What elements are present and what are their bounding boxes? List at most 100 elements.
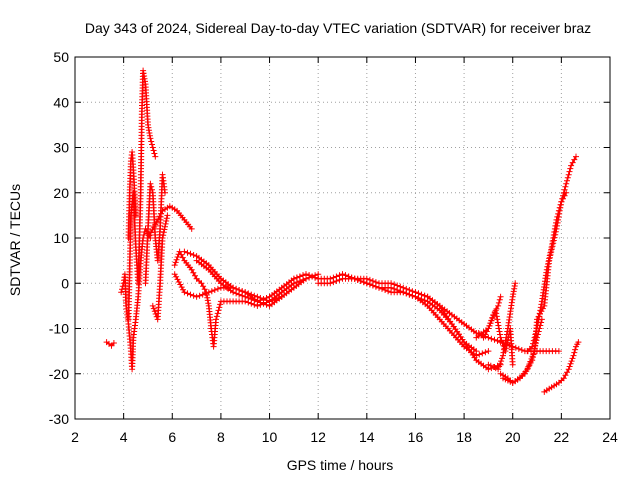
data-point	[551, 229, 558, 235]
data-point	[521, 370, 528, 377]
series-markers	[500, 316, 545, 386]
data-point	[495, 325, 502, 332]
data-point	[575, 339, 582, 346]
data-point	[188, 225, 195, 232]
data-point	[559, 195, 566, 202]
data-point	[233, 290, 240, 297]
data-point	[568, 358, 575, 365]
data-point	[421, 292, 428, 299]
data-point	[147, 180, 154, 187]
data-point	[149, 144, 156, 151]
gridlines	[75, 57, 610, 419]
data-point	[147, 135, 154, 142]
data-point	[562, 183, 569, 190]
data-point	[571, 349, 578, 356]
data-point	[564, 177, 570, 184]
data-point	[357, 278, 364, 284]
data-point	[545, 258, 552, 265]
data-point	[254, 298, 261, 305]
data-point	[555, 210, 562, 217]
data-point	[403, 290, 410, 297]
data-point	[148, 138, 155, 145]
data-point	[553, 216, 560, 223]
x-tick-label: 6	[168, 429, 176, 445]
plot-area	[103, 67, 582, 395]
data-point	[498, 358, 505, 365]
data-point	[208, 288, 215, 295]
data-point	[366, 281, 373, 288]
data-point	[263, 301, 270, 308]
data-point	[152, 221, 159, 228]
data-point	[485, 348, 492, 355]
data-point	[560, 192, 566, 199]
data-point	[162, 189, 168, 196]
y-tick-label: 10	[53, 230, 69, 246]
data-point	[545, 261, 551, 267]
data-point	[152, 153, 159, 160]
y-tick-label: 40	[53, 94, 69, 110]
data-point	[145, 235, 151, 241]
data-point	[473, 352, 480, 359]
series-markers	[149, 212, 171, 323]
data-point	[561, 186, 568, 193]
data-point	[306, 272, 313, 279]
x-tick-label: 16	[408, 429, 424, 445]
data-point	[504, 328, 511, 335]
data-point	[180, 286, 186, 293]
data-point	[495, 366, 502, 373]
data-point	[566, 168, 573, 175]
series-pass-n	[339, 271, 492, 359]
data-point	[564, 174, 571, 181]
data-point	[562, 372, 569, 379]
data-point	[172, 259, 179, 266]
data-point	[148, 183, 155, 190]
data-point	[147, 229, 154, 236]
data-point	[509, 361, 516, 368]
data-point	[409, 292, 416, 299]
data-point	[293, 274, 300, 281]
x-tick-label: 22	[554, 429, 570, 445]
data-point	[496, 363, 503, 370]
data-point	[546, 252, 553, 259]
data-point	[245, 295, 252, 301]
data-point	[351, 275, 358, 282]
data-point	[173, 273, 180, 280]
data-point	[415, 290, 422, 297]
data-point	[300, 272, 306, 279]
data-point	[488, 317, 495, 324]
data-point	[193, 293, 200, 300]
data-point	[497, 293, 504, 300]
data-point	[118, 289, 125, 296]
data-point	[482, 349, 489, 356]
y-tick-label: 0	[61, 275, 69, 291]
data-point	[214, 285, 221, 292]
series-markers	[290, 271, 504, 373]
data-point	[529, 357, 536, 364]
data-point	[162, 220, 169, 227]
series-markers	[485, 280, 519, 373]
data-point	[333, 278, 340, 284]
series-markers	[125, 149, 139, 241]
data-point	[160, 229, 167, 236]
data-point	[547, 249, 554, 256]
data-point	[495, 299, 502, 306]
data-point	[178, 284, 185, 291]
data-point	[491, 336, 498, 343]
y-tick-label: -20	[49, 366, 69, 382]
data-point	[151, 308, 158, 315]
series-pass-v	[541, 339, 582, 395]
data-point	[515, 345, 522, 352]
data-point	[213, 313, 220, 320]
data-point	[506, 314, 513, 320]
data-point	[110, 340, 117, 346]
data-point	[216, 304, 223, 311]
data-point	[558, 198, 565, 205]
data-point	[242, 293, 249, 300]
data-point	[163, 215, 170, 222]
data-point	[150, 147, 157, 154]
x-tick-label: 12	[310, 429, 326, 445]
data-point	[236, 291, 243, 298]
data-point	[263, 295, 270, 301]
series-pass-q	[475, 293, 504, 341]
